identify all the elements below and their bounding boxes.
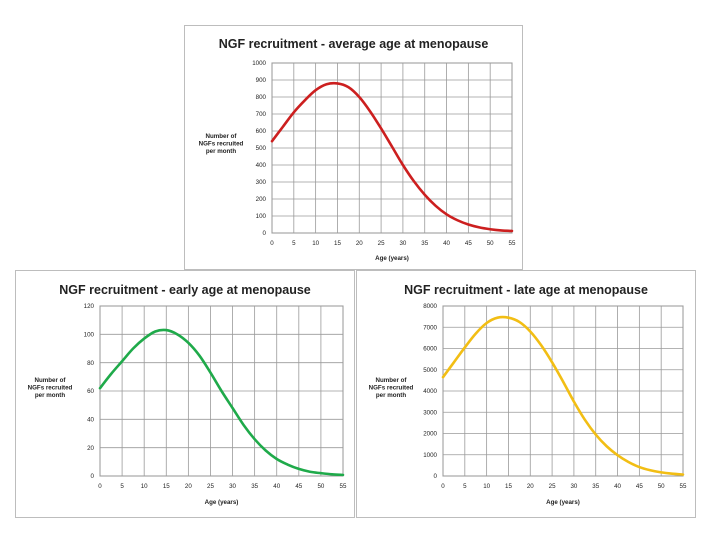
series-line-late: [441, 315, 685, 476]
x-tick-label: 35: [592, 483, 599, 490]
x-tick-label: 45: [295, 483, 302, 490]
chart-title: NGF recruitment - early age at menopause: [59, 283, 311, 297]
series-line-early: [98, 328, 345, 477]
x-axis-label: Age (years): [375, 255, 409, 262]
x-tick-label: 20: [356, 240, 363, 247]
x-tick-label: 15: [163, 483, 170, 490]
x-axis-label: Age (years): [205, 499, 239, 506]
x-tick-label: 20: [527, 483, 534, 490]
chart-early-menopause: NGF recruitment - early age at menopause…: [15, 270, 355, 518]
y-tick-label: 100: [84, 332, 95, 339]
x-tick-label: 30: [229, 483, 236, 490]
x-tick-label: 55: [680, 483, 687, 490]
x-tick-label: 30: [399, 240, 406, 247]
x-tick-label: 40: [443, 240, 450, 247]
chart-svg: NGF recruitment - late age at menopause 0…: [369, 283, 687, 506]
chart-title: NGF recruitment - late age at menopause: [404, 283, 648, 297]
y-tick-label: 8000: [423, 303, 437, 310]
x-tick-label: 5: [120, 483, 124, 490]
x-tick-label: 25: [549, 483, 556, 490]
y-tick-label: 600: [256, 128, 267, 135]
x-tick-label: 10: [312, 240, 319, 247]
y-axis-label-line: Number of: [206, 133, 238, 140]
y-tick-label: 100: [256, 213, 267, 220]
x-tick-label: 25: [207, 483, 214, 490]
chart-title: NGF recruitment - average age at menopau…: [219, 37, 489, 51]
y-tick-label: 300: [256, 179, 267, 186]
x-tick-label: 5: [292, 240, 296, 247]
y-tick-label: 200: [256, 196, 267, 203]
y-axis-label-line: Number of: [376, 377, 408, 384]
y-tick-label: 0: [91, 473, 95, 480]
x-tick-label: 50: [487, 240, 494, 247]
y-tick-label: 60: [87, 388, 94, 395]
y-tick-label: 0: [434, 473, 438, 480]
x-tick-label: 45: [465, 240, 472, 247]
y-axis-label-line: per month: [376, 392, 406, 399]
x-tick-label: 55: [509, 240, 516, 247]
y-tick-label: 20: [87, 445, 94, 452]
y-tick-label: 3000: [423, 409, 437, 416]
chart-svg: NGF recruitment - early age at menopause…: [28, 283, 347, 506]
y-tick-label: 6000: [423, 346, 437, 353]
x-tick-label: 10: [483, 483, 490, 490]
y-axis-label-line: per month: [35, 392, 65, 399]
x-tick-label: 15: [505, 483, 512, 490]
x-axis-label: Age (years): [546, 499, 580, 506]
y-tick-label: 800: [256, 94, 267, 101]
x-tick-label: 10: [141, 483, 148, 490]
series-line-average: [270, 81, 514, 233]
y-axis-label: Number of NGFs recruited per month: [28, 377, 73, 399]
y-axis-label-line: NGFs recruited: [369, 385, 414, 392]
x-tick-label: 25: [378, 240, 385, 247]
x-tick-label: 40: [614, 483, 621, 490]
y-tick-label: 7000: [423, 324, 437, 331]
y-tick-label: 400: [256, 162, 267, 169]
y-tick-label: 1000: [252, 60, 266, 67]
y-tick-label: 1000: [423, 452, 437, 459]
x-tick-label: 0: [441, 483, 445, 490]
x-tick-label: 30: [570, 483, 577, 490]
y-tick-label: 500: [256, 145, 267, 152]
y-axis-label: Number of NGFs recruited per month: [369, 377, 414, 399]
y-axis-label-line: NGFs recruited: [199, 141, 244, 148]
y-tick-label: 4000: [423, 388, 437, 395]
y-tick-label: 900: [256, 77, 267, 84]
y-axis-label: Number of NGFs recruited per month: [199, 133, 244, 155]
x-tick-label: 5: [463, 483, 467, 490]
y-tick-label: 5000: [423, 367, 437, 374]
x-tick-label: 35: [251, 483, 258, 490]
y-tick-label: 80: [87, 360, 94, 367]
y-tick-label: 700: [256, 111, 267, 118]
x-tick-label: 50: [658, 483, 665, 490]
y-tick-label: 120: [84, 303, 95, 310]
x-tick-label: 35: [421, 240, 428, 247]
y-axis-label-line: Number of: [35, 377, 67, 384]
x-tick-label: 40: [273, 483, 280, 490]
x-tick-label: 0: [98, 483, 102, 490]
x-tick-label: 55: [340, 483, 347, 490]
x-tick-label: 15: [334, 240, 341, 247]
x-tick-label: 50: [317, 483, 324, 490]
chart-late-menopause: NGF recruitment - late age at menopause 0…: [356, 270, 696, 518]
x-tick-label: 45: [636, 483, 643, 490]
x-tick-label: 20: [185, 483, 192, 490]
y-tick-label: 40: [87, 417, 94, 424]
x-tick-label: 0: [270, 240, 274, 247]
chart-average-menopause: NGF recruitment - average age at menopau…: [184, 25, 523, 270]
y-tick-label: 0: [263, 230, 267, 237]
chart-svg: NGF recruitment - average age at menopau…: [199, 37, 516, 262]
y-axis-label-line: per month: [206, 148, 236, 155]
y-axis-label-line: NGFs recruited: [28, 385, 73, 392]
y-tick-label: 2000: [423, 431, 437, 438]
